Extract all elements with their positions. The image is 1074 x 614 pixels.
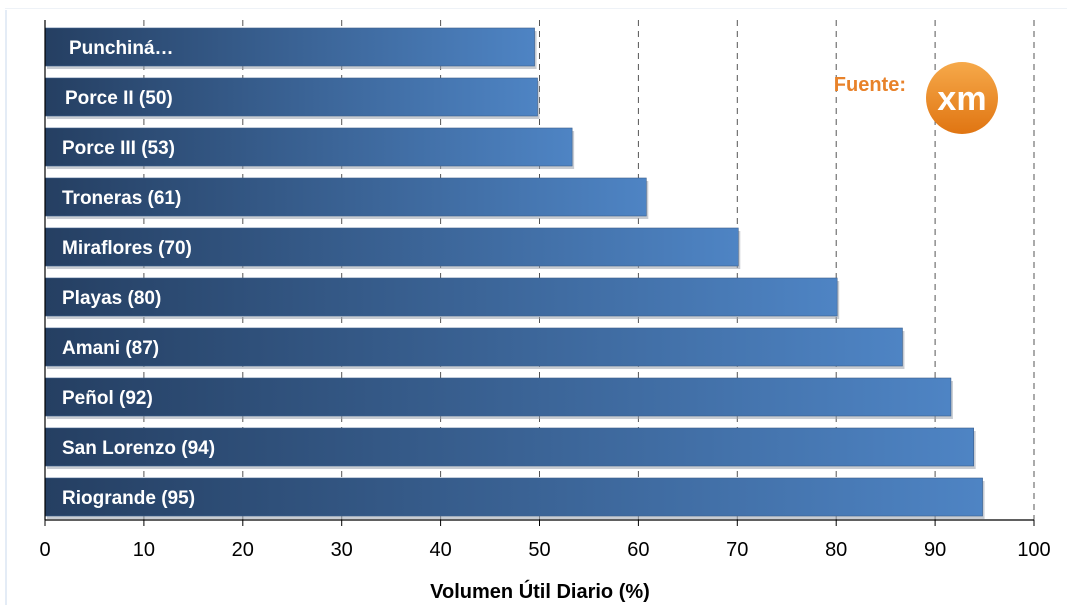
bar-label: Troneras (61) [62, 188, 181, 209]
bar-label: Punchiná… [69, 38, 174, 59]
x-tick-label: 70 [726, 539, 748, 561]
bar [44, 77, 538, 117]
bars: Punchiná… Porce II (50) Porce III (53) Tron… [44, 27, 985, 519]
bar-label: Porce III (53) [62, 138, 175, 159]
x-tick-label: 100 [1017, 539, 1050, 561]
bar [44, 227, 739, 267]
xm-logo-text: xm [937, 80, 986, 118]
bar-label: Riogrande (95) [62, 488, 195, 509]
x-tick-label: 30 [331, 539, 353, 561]
bar [44, 27, 535, 67]
x-tick-label: 80 [825, 539, 847, 561]
bar [44, 327, 903, 367]
bar-label: Playas (80) [62, 288, 161, 309]
bar [44, 177, 647, 217]
bar [44, 127, 573, 167]
bar [44, 477, 983, 517]
x-tick-label: 0 [39, 539, 50, 561]
bar-label: Porce II (50) [65, 88, 173, 109]
bar [44, 427, 974, 467]
x-tick-label: 20 [232, 539, 254, 561]
xm-logo-icon [926, 62, 998, 134]
x-axis-title: Volumen Útil Diario (%) [430, 579, 650, 603]
x-tick-label: 40 [429, 539, 451, 561]
x-axis: 0 10 20 30 40 50 60 70 80 90 100 [39, 20, 1051, 561]
bar [44, 377, 952, 417]
bar-label: San Lorenzo (94) [62, 438, 215, 459]
x-tick-label: 60 [627, 539, 649, 561]
source-logo: Fuente: xm [834, 62, 998, 134]
x-tick-label: 90 [924, 539, 946, 561]
bar-label: Amani (87) [62, 338, 159, 359]
frame-left-line [5, 10, 7, 605]
bar-label: Peñol (92) [62, 388, 153, 409]
bar-label: Miraflores (70) [62, 238, 192, 259]
frame-top-line [5, 8, 1067, 9]
bar [44, 277, 838, 317]
source-label: Fuente: [834, 74, 906, 96]
x-tick-label: 50 [528, 539, 550, 561]
x-tick-label: 10 [133, 539, 155, 561]
